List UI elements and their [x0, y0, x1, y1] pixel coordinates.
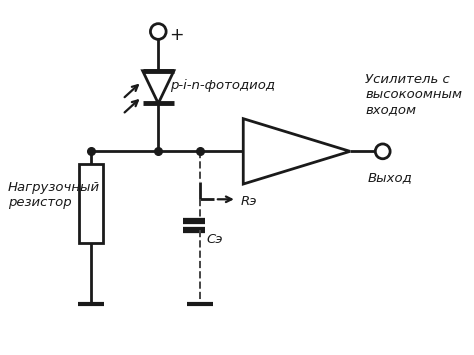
Text: Нагрузочный
резистор: Нагрузочный резистор [8, 181, 100, 209]
Text: Усилитель с
высокоомным
входом: Усилитель с высокоомным входом [365, 73, 462, 116]
Text: p-i-n-фотодиод: p-i-n-фотодиод [171, 80, 275, 93]
Text: Выход: Выход [367, 171, 412, 184]
Text: +: + [169, 26, 183, 44]
Text: Rэ: Rэ [241, 195, 257, 208]
Bar [79, 164, 103, 243]
Text: Cэ: Cэ [206, 233, 223, 246]
